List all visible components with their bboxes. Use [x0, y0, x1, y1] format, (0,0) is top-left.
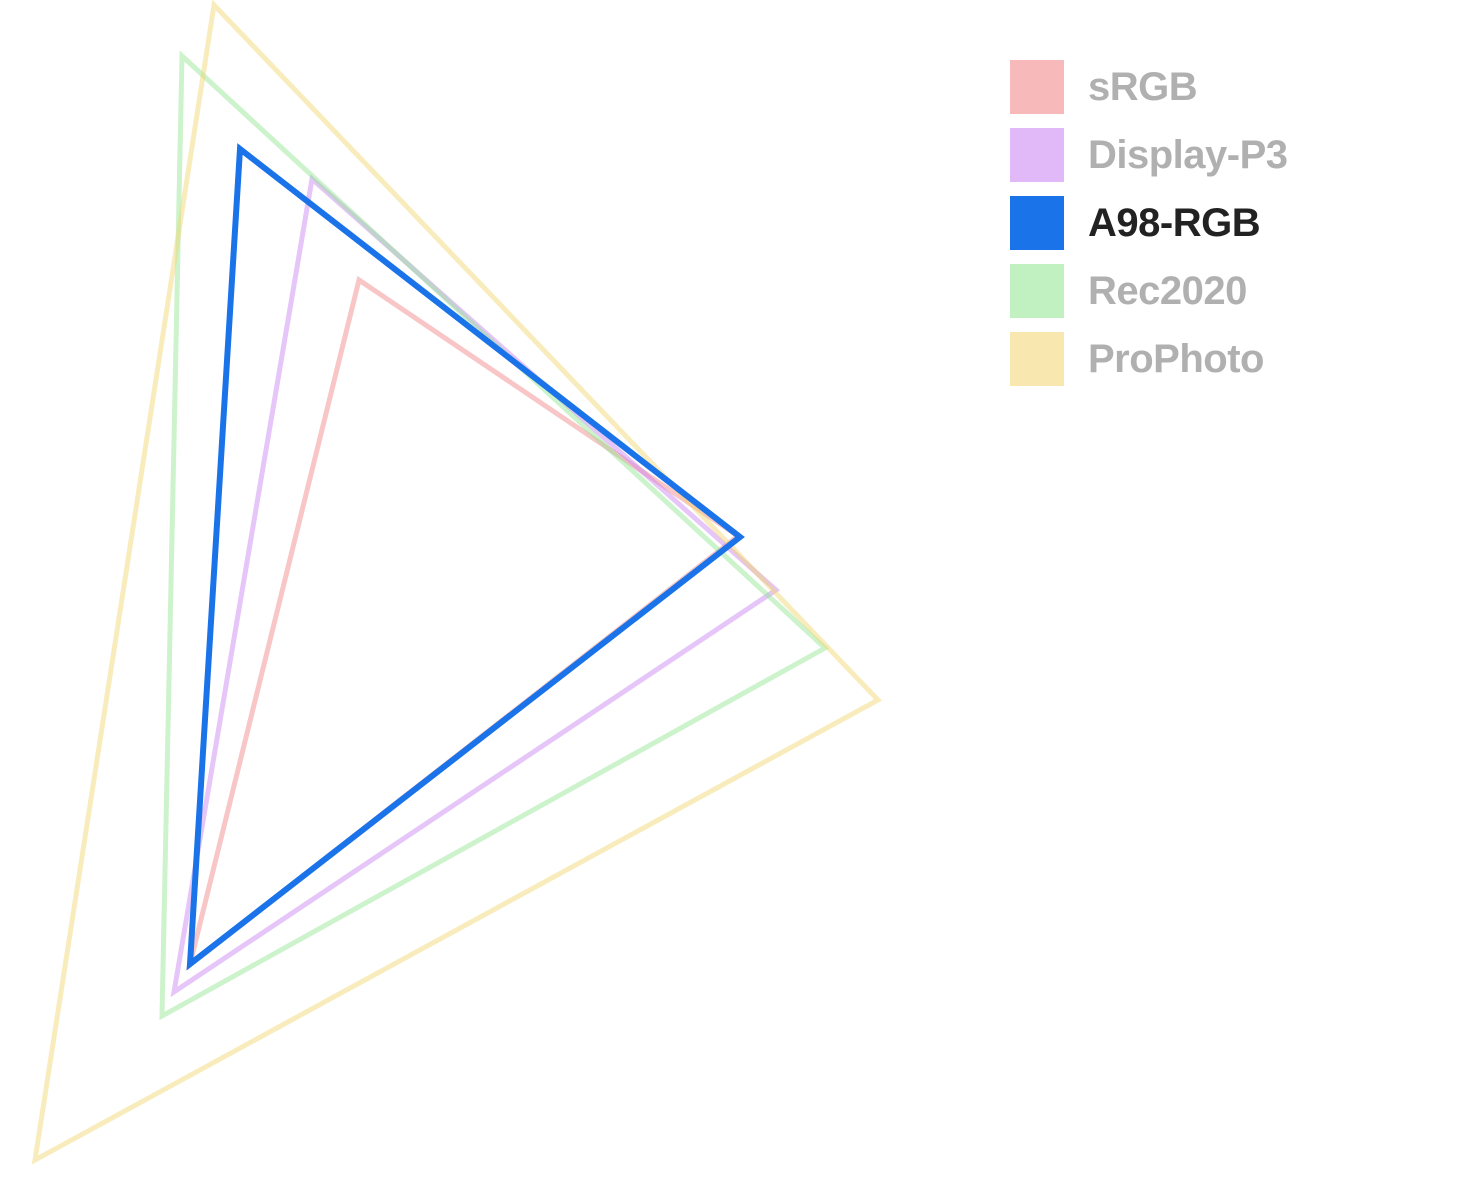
legend-item-a98[interactable]: A98-RGB [1010, 196, 1288, 250]
legend-item-rec2020[interactable]: Rec2020 [1010, 264, 1288, 318]
legend-swatch-a98 [1010, 196, 1064, 250]
gamut-p3 [174, 179, 776, 992]
legend-swatch-prophoto [1010, 332, 1064, 386]
legend: sRGB Display-P3 A98-RGB Rec2020 ProPhoto [1010, 60, 1288, 400]
gamut-srgb [190, 280, 738, 964]
legend-swatch-rec2020 [1010, 264, 1064, 318]
diagram-stage: sRGB Display-P3 A98-RGB Rec2020 ProPhoto [0, 0, 1473, 1194]
legend-swatch-p3 [1010, 128, 1064, 182]
legend-label-rec2020: Rec2020 [1088, 269, 1247, 314]
legend-label-prophoto: ProPhoto [1088, 337, 1264, 382]
gamut-rec2020 [162, 56, 825, 1016]
legend-item-srgb[interactable]: sRGB [1010, 60, 1288, 114]
legend-label-a98: A98-RGB [1088, 201, 1260, 246]
legend-label-srgb: sRGB [1088, 65, 1197, 110]
legend-item-prophoto[interactable]: ProPhoto [1010, 332, 1288, 386]
legend-swatch-srgb [1010, 60, 1064, 114]
legend-item-p3[interactable]: Display-P3 [1010, 128, 1288, 182]
legend-label-p3: Display-P3 [1088, 133, 1288, 178]
